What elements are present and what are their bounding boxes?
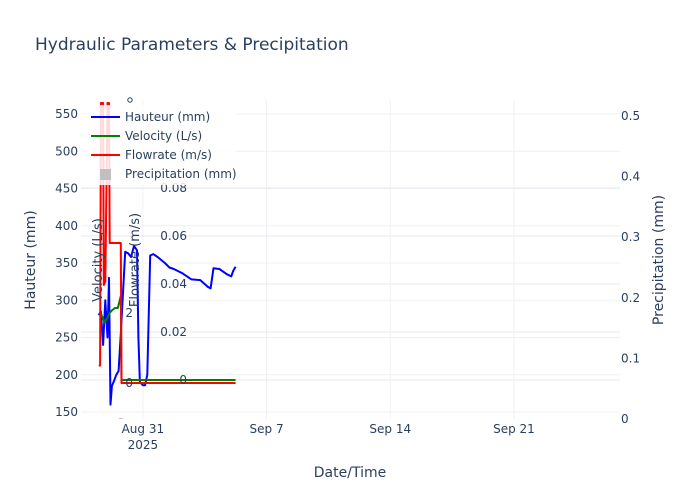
y-tick-label-hauteur: 450 [55,182,78,196]
legend-label: Flowrate (m/s) [125,148,212,162]
x-tick-label: Sep 7 [250,422,284,436]
overlay-axis-marker [127,97,133,103]
legend-swatch [100,169,111,180]
x-tick-label: Aug 31 [122,422,165,436]
y-axis-title-precipitation: Precipitation (mm) [651,195,667,325]
y-tick-label-hauteur: 250 [55,331,78,345]
series-line-hauteur [97,244,237,406]
chart-title: Hydraulic Parameters & Precipitation [35,35,349,55]
precipitation-bars [118,418,123,419]
y-tick-label-hauteur: 500 [55,144,78,158]
legend: Hauteur (mm) Velocity (L/s) Flowrate (m/s)… [86,105,237,185]
y-tick-label-hauteur: 150 [55,405,78,419]
y-tick-label-precipitation: 0 [621,412,629,426]
y-tick-label-hauteur: 300 [55,293,78,307]
x-tick-sublabel: 2025 [128,438,159,452]
y-tick-label-hauteur: 550 [55,107,78,121]
y-tick-label-precipitation: 0.1 [621,351,640,365]
y-tick-label-velocity: 0.02 [160,325,187,339]
y-tick-label-hauteur: 200 [55,368,78,382]
y-axis-title-hauteur: Hauteur (mm) [23,210,39,309]
x-tick-label: Sep 21 [493,422,535,436]
y-tick-label-precipitation: 0.3 [621,230,640,244]
y-tick-label-velocity: 0 [179,373,187,387]
y-tick-label-velocity: 0.06 [160,229,187,243]
y-tick-label-precipitation: 0.2 [621,291,640,305]
y-axis-title-flowrate: Flowrate (m/s) [128,213,143,307]
y-tick-label-hauteur: 350 [55,256,78,270]
legend-label: Hauteur (mm) [125,110,210,124]
y-tick-label-precipitation: 0.4 [621,170,640,184]
y-tick-label-flowrate: 0 [125,376,133,390]
y-tick-label-velocity: 0.04 [160,277,187,291]
x-axis-title: Date/Time [314,465,386,481]
legend-label: Velocity (L/s) [125,129,202,143]
x-tick-label: Sep 14 [369,422,411,436]
legend-label: Precipitation (mm) [125,167,237,181]
y-tick-label-flowrate: 2 [125,306,133,320]
precipitation-bar [118,418,123,419]
y-tick-label-hauteur: 400 [55,219,78,233]
y-axis-title-velocity: Velocity (L/s) [91,218,106,302]
y-tick-label-precipitation: 0.5 [621,109,640,123]
